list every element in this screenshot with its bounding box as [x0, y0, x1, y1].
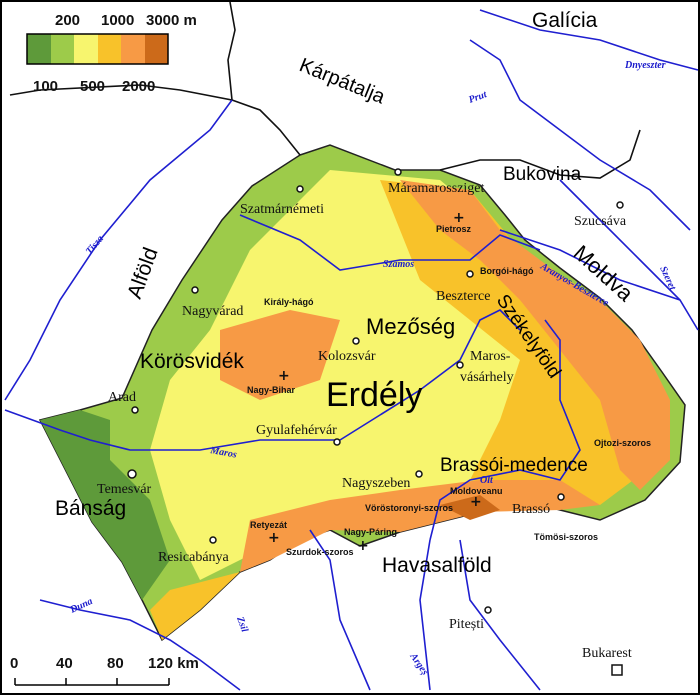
city-label: Arad [108, 390, 136, 405]
scale-tick: 120 km [148, 655, 199, 672]
city-label: Máramarossziget [388, 181, 485, 196]
peak-pass-labels: Pietrosz Borgói-hágó Király-hágó Nagy-Bi… [247, 224, 651, 557]
city-label: Resicabánya [158, 550, 230, 565]
river-label: Zsil [234, 614, 250, 634]
legend-swatch [51, 34, 74, 64]
legend-tick: 2000 [122, 78, 155, 95]
peak-label: Moldoveanu [450, 486, 503, 496]
scale-tick: 80 [107, 655, 124, 672]
region-label: Mezőség [366, 314, 455, 339]
city-label: Maros- [470, 349, 511, 364]
region-label: Havasalföld [382, 554, 492, 577]
svg-text:+: + [470, 494, 482, 510]
scale-tick: 0 [10, 655, 18, 672]
river-label: Olt [480, 475, 494, 486]
legend-tick: 1000 [101, 12, 134, 29]
legend-swatch [98, 34, 121, 64]
city-label: Beszterce [436, 289, 490, 304]
river-label: Dnyeszter [624, 60, 666, 71]
transylvania-terrain [38, 144, 686, 642]
city-label: Brassó [512, 502, 550, 517]
peak-markers: + + + + + [268, 210, 482, 554]
region-label: Bukovina [503, 164, 582, 185]
legend-swatch [74, 34, 98, 64]
region-label: Erdély [326, 376, 422, 414]
city-label: Gyulafehérvár [256, 423, 337, 438]
peak-label: Nagy-Bihar [247, 385, 296, 395]
pass-label: Borgói-hágó [480, 266, 534, 276]
svg-text:+: + [278, 368, 290, 384]
pass-label: Vöröstoronyi-szoros [365, 503, 453, 513]
pass-label: Ojtozi-szoros [594, 438, 651, 448]
peak-label: Retyezát [250, 520, 287, 530]
svg-text:+: + [268, 530, 280, 546]
pass-label: Tömösi-szoros [534, 532, 598, 542]
city-labels: Máramarossziget Szatmárnémeti Szucsáva B… [97, 181, 632, 661]
scale-bar: 0 40 80 120 km [10, 655, 199, 686]
city-markers [127, 168, 624, 676]
city-label: Pitești [449, 617, 484, 632]
pass-label: Király-hágó [264, 297, 314, 307]
region-label: Brassói-medence [440, 455, 588, 476]
legend-swatch [121, 34, 145, 64]
city-label: vásárhely [460, 370, 514, 385]
river-label: Maros [208, 445, 237, 461]
city-label: Nagyvárad [182, 304, 243, 319]
city-label: Szucsáva [574, 214, 627, 229]
region-label: Bánság [55, 497, 126, 520]
city-label: Szatmárnémeti [240, 202, 324, 217]
scale-tick: 40 [56, 655, 73, 672]
legend-tick: 3000 m [146, 12, 197, 29]
pass-label: Szurdok-szoros [286, 547, 354, 557]
svg-text:+: + [453, 210, 465, 226]
legend-tick: 500 [80, 78, 105, 95]
region-label: Körösvidék [140, 350, 244, 373]
legend-tick: 100 [33, 78, 58, 95]
rivers [4, 9, 699, 691]
city-label: Bukarest [582, 646, 632, 661]
elevation-legend: 200 1000 3000 m 100 500 2000 [26, 12, 197, 95]
legend-tick: 200 [55, 12, 80, 29]
borders [9, 1, 641, 179]
peak-label: Nagy-Páring [344, 527, 397, 537]
city-label: Kolozsvár [318, 349, 376, 364]
peak-label: Pietrosz [436, 224, 472, 234]
legend-swatch [27, 34, 51, 64]
city-label: Nagyszeben [342, 476, 410, 491]
river-label: Szamos [383, 259, 414, 270]
svg-text:+: + [357, 538, 369, 554]
region-label: Galícia [532, 9, 598, 32]
legend-swatch [145, 34, 168, 64]
city-label: Temesvár [97, 482, 152, 497]
